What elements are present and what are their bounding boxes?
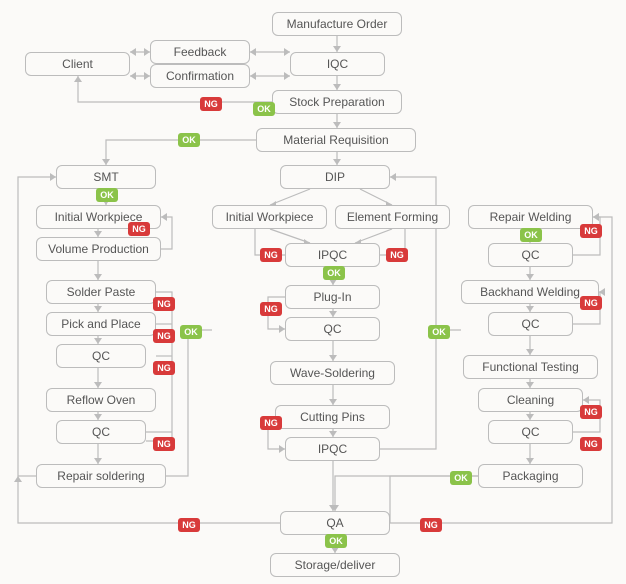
badge-ok1: OK — [253, 102, 275, 116]
node-cutpins: Cutting Pins — [275, 405, 390, 429]
badge-ng2: NG — [128, 222, 150, 236]
badge-ok9: OK — [325, 534, 347, 548]
node-repairsold: Repair soldering — [36, 464, 166, 488]
badge-ok7: OK — [520, 228, 542, 242]
node-qc2: QC — [56, 420, 146, 444]
node-smt: SMT — [56, 165, 156, 189]
node-wavesold: Wave-Soldering — [270, 361, 395, 385]
flowchart-stage: Manufacture Order Client FeedbackConfirmat… — [0, 0, 626, 584]
node-iqc: IQC — [290, 52, 385, 76]
node-repweld: Repair Welding — [468, 205, 593, 229]
badge-ok3: OK — [96, 188, 118, 202]
badge-ng8: NG — [386, 248, 408, 262]
node-storage: Storage/deliver — [270, 553, 400, 577]
node-solder: Solder Paste — [46, 280, 156, 304]
badge-ng7: NG — [260, 248, 282, 262]
node-dip: DIP — [280, 165, 390, 189]
badge-ng11: NG — [580, 224, 602, 238]
node-qc1: QC — [56, 344, 146, 368]
node-qc6: QC — [488, 420, 573, 444]
node-matreq: Material Requisition — [256, 128, 416, 152]
node-stockprep: Stock Preparation — [272, 90, 402, 114]
node-reflow: Reflow Oven — [46, 388, 156, 412]
badge-ok4: OK — [180, 325, 202, 339]
node-mfg: Manufacture Order — [272, 12, 402, 36]
node-confirm: Confirmation — [150, 64, 250, 88]
node-qc4: QC — [488, 243, 573, 267]
node-qc5: QC — [488, 312, 573, 336]
node-cleaning: Cleaning — [478, 388, 583, 412]
badge-ng15: NG — [178, 518, 200, 532]
badge-ok5: OK — [323, 266, 345, 280]
badge-ok2: OK — [178, 133, 200, 147]
node-elemform: Element Forming — [335, 205, 450, 229]
node-ipqc1: IPQC — [285, 243, 380, 267]
node-iw2: Initial Workpiece — [212, 205, 327, 229]
badge-ng13: NG — [580, 405, 602, 419]
badge-ng12: NG — [580, 296, 602, 310]
node-backweld: Backhand Welding — [461, 280, 599, 304]
node-packaging: Packaging — [478, 464, 583, 488]
badge-ng4: NG — [153, 329, 175, 343]
node-volprod: Volume Production — [36, 237, 161, 261]
node-client: Client — [25, 52, 130, 76]
badge-ng3: NG — [153, 297, 175, 311]
node-qa: QA — [280, 511, 390, 535]
node-functest: Functional Testing — [463, 355, 598, 379]
badge-ok8: OK — [450, 471, 472, 485]
node-feedback: Feedback — [150, 40, 250, 64]
badge-ng16: NG — [420, 518, 442, 532]
badge-ng6: NG — [153, 437, 175, 451]
node-plugin: Plug-In — [285, 285, 380, 309]
node-pickplace: Pick and Place — [46, 312, 156, 336]
badge-ng9: NG — [260, 302, 282, 316]
node-qc3: QC — [285, 317, 380, 341]
badge-ok6: OK — [428, 325, 450, 339]
node-ipqc2: IPQC — [285, 437, 380, 461]
badge-ng1: NG — [200, 97, 222, 111]
badge-ng5: NG — [153, 361, 175, 375]
badge-ng14: NG — [580, 437, 602, 451]
badge-ng10: NG — [260, 416, 282, 430]
